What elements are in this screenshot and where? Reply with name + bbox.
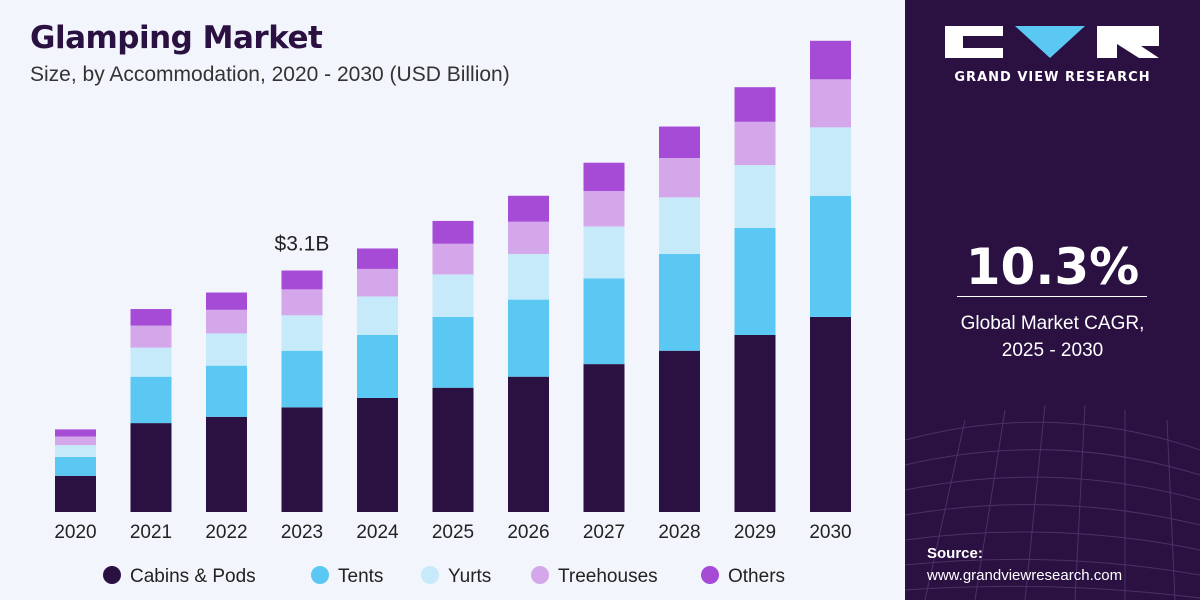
bar-tents-2029 xyxy=(734,228,776,335)
source-title: Source: xyxy=(927,545,983,562)
data-label-2023: $3.1B xyxy=(275,232,330,255)
x-tick-label-2022: 2022 xyxy=(205,522,247,543)
bar-treehouses-2020 xyxy=(55,436,96,446)
bar-yurts-2027 xyxy=(583,226,625,279)
bar-yurts-2028 xyxy=(659,197,700,254)
bar-others-2020 xyxy=(55,429,96,437)
bar-treehouses-2026 xyxy=(508,221,549,254)
x-tick-label-2021: 2021 xyxy=(130,522,172,543)
bar-cabins-pods-2021 xyxy=(130,423,172,512)
bar-others-2026 xyxy=(508,195,549,222)
stacked-bar-chart: 2020 2021 2022 2023 $3.1B 2024 2025 2026 2027 202… xyxy=(54,40,852,587)
legend-marker-2 xyxy=(421,566,439,584)
x-tick-label-2020: 2020 xyxy=(54,522,96,543)
bar-tents-2026 xyxy=(508,299,549,377)
bar-treehouses-2027 xyxy=(583,191,625,227)
bar-treehouses-2028 xyxy=(659,158,700,198)
x-tick-label-2025: 2025 xyxy=(432,522,474,543)
x-tick-label-2028: 2028 xyxy=(658,522,700,543)
bar-cabins-pods-2030 xyxy=(810,316,851,512)
legend-label-4: Others xyxy=(728,566,785,587)
bar-others-2021 xyxy=(130,309,172,326)
cagr-label-line2: 2025 - 2030 xyxy=(1001,340,1104,361)
bar-others-2025 xyxy=(432,220,474,244)
bar-treehouses-2021 xyxy=(130,325,172,348)
bar-yurts-2023 xyxy=(281,315,323,351)
legend-label-2: Yurts xyxy=(448,566,491,587)
legend-marker-4 xyxy=(701,566,719,584)
x-tick-label-2026: 2026 xyxy=(507,522,549,543)
sidebar-panel: GRAND VIEW RESEARCH 10.3% Global Market … xyxy=(905,0,1200,600)
bar-yurts-2030 xyxy=(810,127,851,196)
bar-yurts-2026 xyxy=(508,253,549,300)
bar-tents-2020 xyxy=(55,456,96,476)
legend-label-3: Treehouses xyxy=(558,566,658,587)
legend-marker-0 xyxy=(103,566,121,584)
bar-treehouses-2025 xyxy=(432,243,474,275)
bar-tents-2023 xyxy=(281,350,323,408)
chart-subtitle: Size, by Accommodation, 2020 - 2030 (USD… xyxy=(30,63,510,86)
legend-label-0: Cabins & Pods xyxy=(130,566,256,587)
chart-title: Glamping Market xyxy=(30,20,323,56)
bar-cabins-pods-2023 xyxy=(281,407,323,512)
bar-treehouses-2029 xyxy=(734,121,776,166)
source-link[interactable]: www.grandviewresearch.com xyxy=(927,567,1123,584)
legend-marker-3 xyxy=(531,566,549,584)
bar-tents-2028 xyxy=(659,253,700,351)
bar-others-2022 xyxy=(206,292,247,310)
bar-others-2029 xyxy=(734,87,776,122)
bar-treehouses-2023 xyxy=(281,289,323,316)
bar-yurts-2020 xyxy=(55,445,96,457)
legend-marker-1 xyxy=(311,566,329,584)
bar-tents-2021 xyxy=(130,376,172,424)
bar-others-2028 xyxy=(659,126,700,158)
bar-yurts-2022 xyxy=(206,333,247,366)
bar-yurts-2024 xyxy=(357,296,398,335)
bar-tents-2024 xyxy=(357,335,398,398)
bar-others-2027 xyxy=(583,162,625,192)
brand-name: GRAND VIEW RESEARCH xyxy=(954,70,1151,85)
bar-yurts-2029 xyxy=(734,165,776,229)
bar-cabins-pods-2026 xyxy=(508,376,549,512)
chart-panel: Glamping Market Size, by Accommodation, … xyxy=(0,0,905,600)
x-tick-label-2024: 2024 xyxy=(356,522,399,543)
bar-cabins-pods-2022 xyxy=(206,416,247,512)
x-tick-label-2030: 2030 xyxy=(809,522,851,543)
bar-tents-2022 xyxy=(206,365,247,417)
bar-yurts-2025 xyxy=(432,274,474,317)
cagr-label-line1: Global Market CAGR, xyxy=(960,313,1145,334)
bar-cabins-pods-2028 xyxy=(659,350,700,512)
bar-others-2030 xyxy=(810,40,851,80)
cagr-value: 10.3% xyxy=(965,238,1140,296)
grand-view-research-logo xyxy=(945,26,1159,58)
bar-others-2023 xyxy=(281,270,323,290)
bar-tents-2025 xyxy=(432,316,474,388)
x-tick-label-2027: 2027 xyxy=(583,522,625,543)
bar-treehouses-2024 xyxy=(357,268,398,297)
bar-cabins-pods-2029 xyxy=(734,335,776,512)
bar-yurts-2021 xyxy=(130,347,172,377)
cagr-divider xyxy=(957,296,1147,297)
bar-others-2024 xyxy=(357,248,398,269)
x-tick-label-2023: 2023 xyxy=(281,522,323,543)
cagr-label: Global Market CAGR, 2025 - 2030 xyxy=(905,310,1200,364)
background-grid-graphic xyxy=(905,404,1200,600)
x-tick-label-2029: 2029 xyxy=(734,522,776,543)
legend-label-1: Tents xyxy=(338,566,383,587)
bar-treehouses-2030 xyxy=(810,79,851,128)
bar-tents-2027 xyxy=(583,278,625,365)
bar-cabins-pods-2020 xyxy=(55,475,96,512)
bar-cabins-pods-2025 xyxy=(432,387,474,512)
bar-cabins-pods-2027 xyxy=(583,364,625,512)
bar-tents-2030 xyxy=(810,195,851,317)
bar-cabins-pods-2024 xyxy=(357,397,398,512)
bar-treehouses-2022 xyxy=(206,309,247,334)
